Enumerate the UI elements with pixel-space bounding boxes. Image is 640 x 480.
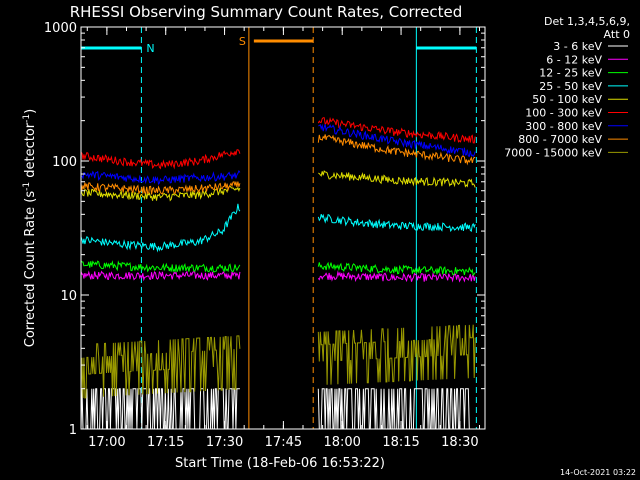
series-line	[318, 123, 476, 158]
x-axis-label: Start Time (18-Feb-06 16:53:22)	[175, 456, 385, 471]
legend-label: 7000 - 15000 keV	[504, 146, 602, 159]
y-tick-label: 100	[52, 155, 77, 170]
series-800to7000keVkev	[80, 134, 476, 195]
series-line	[80, 335, 241, 399]
legend-label: 50 - 100 keV	[532, 93, 602, 106]
series-line	[80, 270, 241, 282]
footer-timestamp: 14-Oct-2021 03:22	[560, 468, 636, 477]
series-100to300keVkev	[80, 116, 476, 170]
x-tick-label: 18:00	[323, 435, 360, 450]
x-tick-label: 17:15	[147, 435, 184, 450]
x-tick-label: 18:15	[382, 435, 419, 450]
legend-label: 800 - 7000 keV	[518, 133, 602, 146]
series-line	[317, 134, 476, 166]
y-tick-label: 1	[69, 423, 77, 438]
saa-label: S	[239, 35, 246, 48]
legend-header-1: Det 1,3,4,5,6,9,	[544, 15, 630, 28]
legend-header-2: Att 0	[604, 28, 630, 41]
x-tick-label: 18:30	[441, 435, 478, 450]
series-line	[317, 270, 476, 283]
series-line	[80, 388, 240, 430]
y-axis-label: Corrected Count Rate (s-1 detector-1)	[22, 109, 38, 347]
series-line	[80, 185, 241, 202]
x-tick-label: 17:00	[88, 435, 125, 450]
legend-label: 3 - 6 keV	[553, 40, 602, 53]
legend-label: 6 - 12 keV	[546, 53, 602, 66]
y-tick-label: 1000	[44, 21, 77, 36]
series-300to800keVkev	[80, 123, 476, 186]
series-25to50keVkev	[80, 203, 476, 253]
x-tick-label: 17:45	[265, 435, 302, 450]
series-line	[80, 149, 241, 170]
night-label: N	[146, 42, 154, 55]
series-line	[317, 324, 476, 385]
series-50to100keVkev	[80, 170, 476, 202]
legend-label: 100 - 300 keV	[525, 107, 602, 120]
y-tick-label: 10	[60, 289, 77, 304]
x-tick-label: 17:30	[206, 435, 243, 450]
series-7000to15000keVkev	[80, 324, 476, 399]
series-line	[317, 116, 476, 144]
series-line	[317, 261, 476, 277]
series-line	[80, 203, 241, 253]
series-12to25keVkev	[80, 260, 476, 277]
chart-title: RHESSI Observing Summary Count Rates, Co…	[70, 3, 463, 21]
series-line	[80, 181, 241, 195]
axes: 1 10 100 1000 17:00 17:15 17:30 17:45 18:00 18:15…	[44, 21, 486, 450]
series-line	[80, 260, 241, 274]
series-line	[317, 213, 476, 233]
series-line	[318, 170, 476, 188]
legend-label: 12 - 25 keV	[539, 67, 602, 80]
legend-label: 25 - 50 keV	[539, 80, 602, 93]
series-6to12keVkev	[80, 270, 476, 283]
series-line	[80, 169, 241, 186]
legend-label: 300 - 800 keV	[525, 120, 602, 133]
